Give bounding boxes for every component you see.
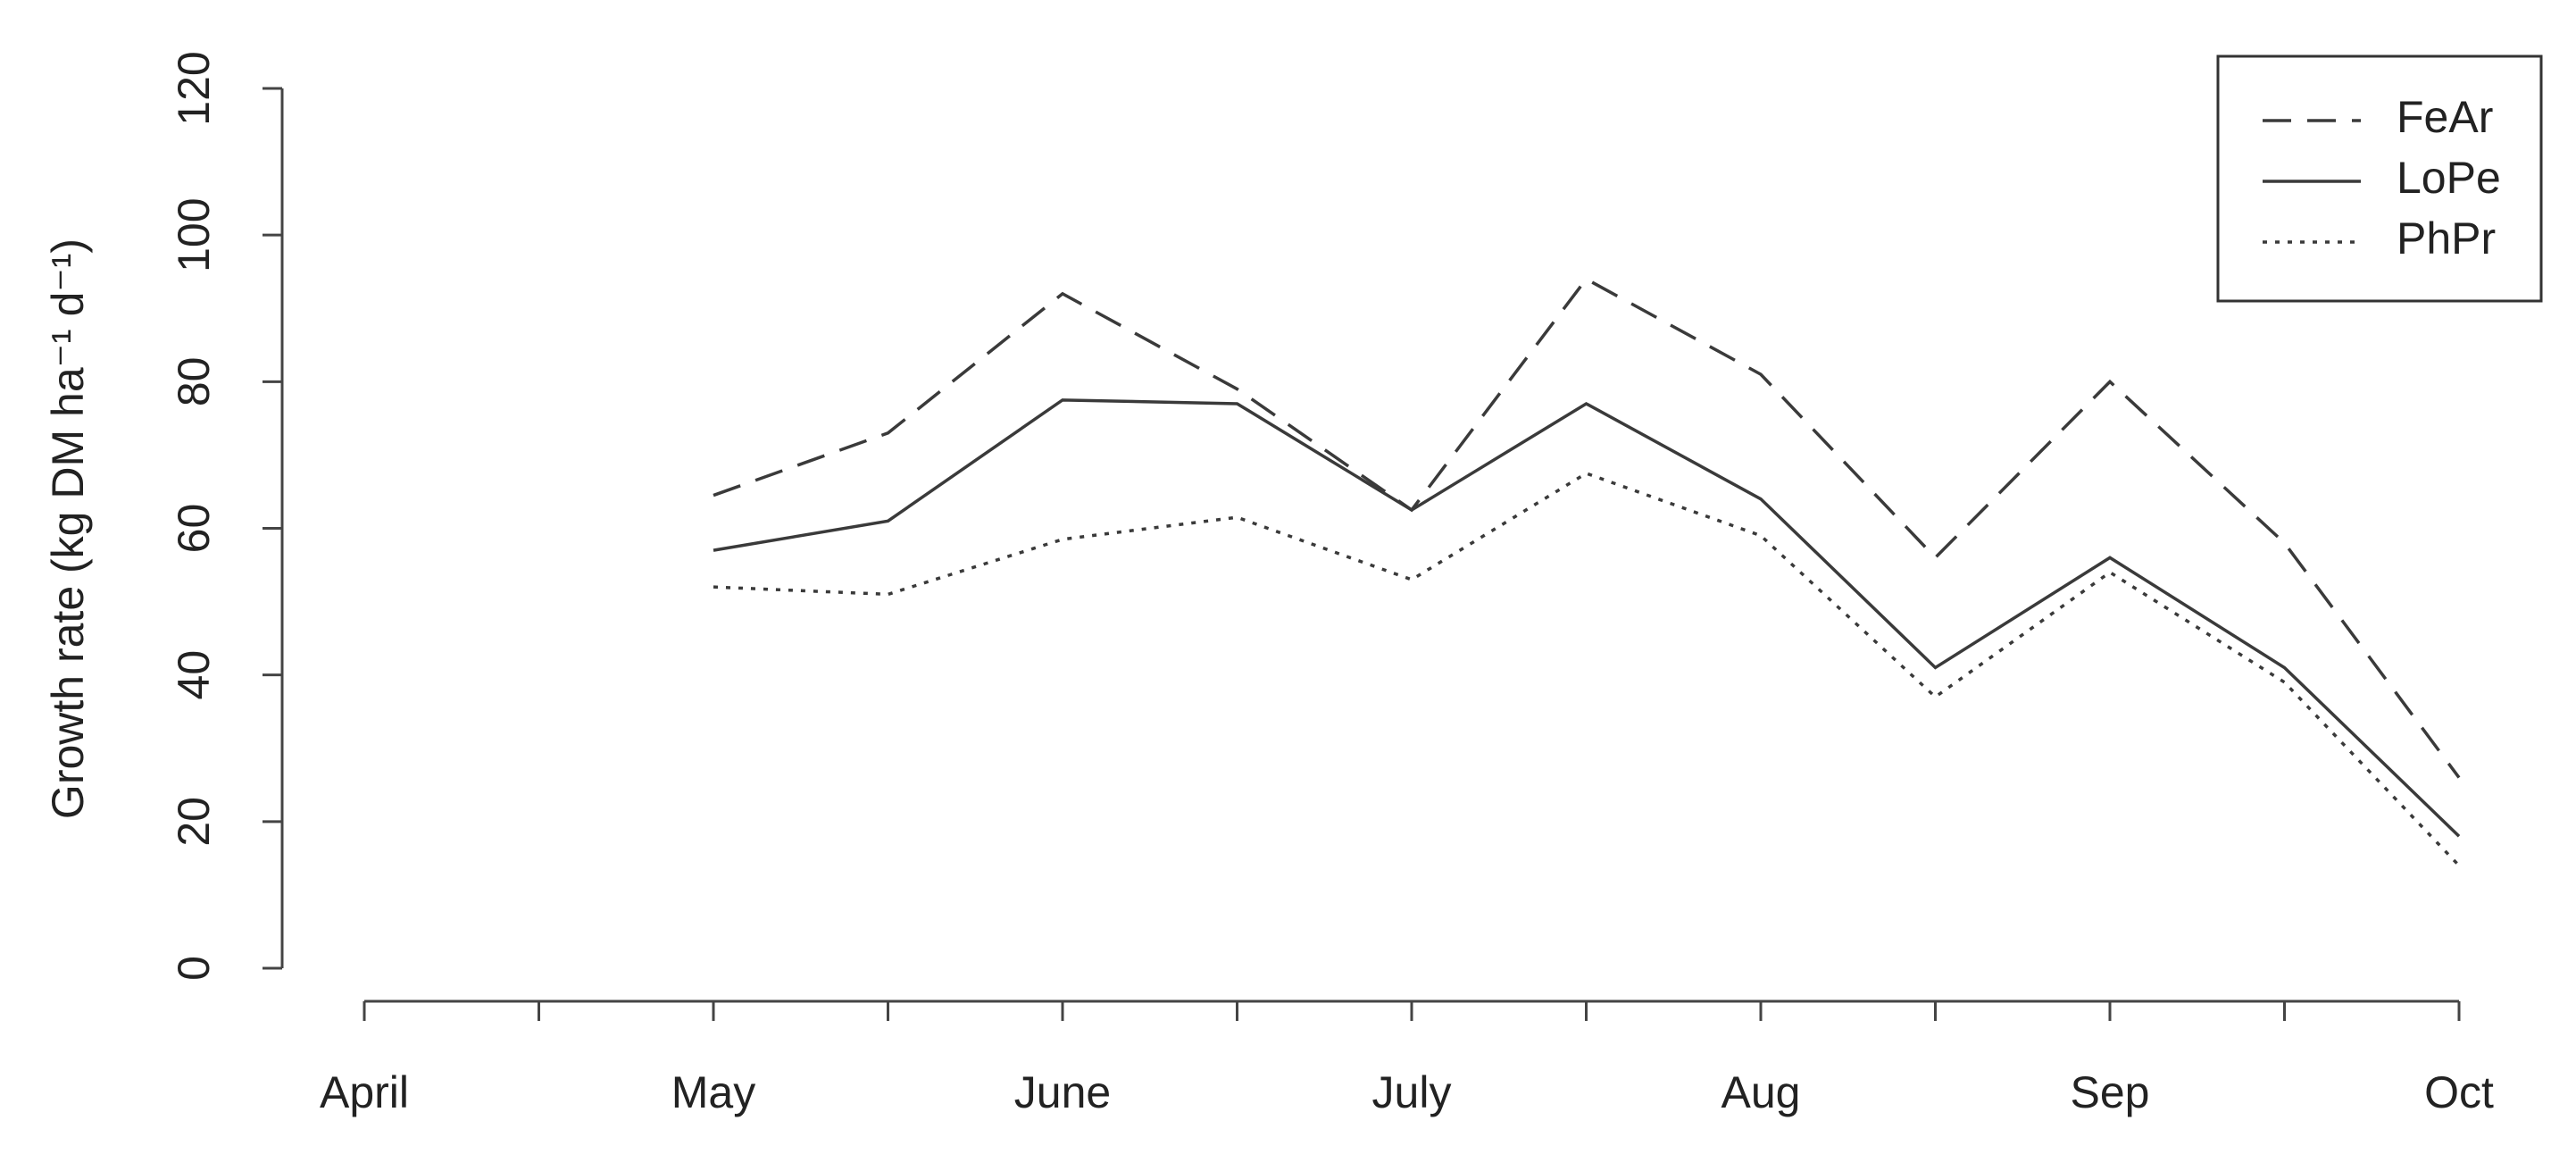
y-tick-label: 40 <box>169 650 219 700</box>
y-tick-label: 60 <box>169 504 219 554</box>
y-tick-label: 120 <box>169 51 219 125</box>
legend-label: FeAr <box>2397 92 2493 142</box>
legend-label: LoPe <box>2397 153 2501 203</box>
legend-label: PhPr <box>2397 213 2496 263</box>
x-tick-label: Aug <box>1722 1067 1801 1117</box>
x-tick-label: Sep <box>2071 1067 2150 1117</box>
series-line <box>713 398 2461 838</box>
x-tick-label: April <box>320 1067 409 1117</box>
x-tick-label: Oct <box>2424 1067 2494 1117</box>
y-tick-label: 80 <box>169 357 219 407</box>
y-tick-label: 100 <box>169 197 219 272</box>
legend-box <box>2216 54 2543 303</box>
y-axis-label: Growth rate (kg DM ha⁻¹ d⁻¹) <box>43 238 93 819</box>
x-tick-label: June <box>1014 1067 1111 1117</box>
x-tick-label: July <box>1372 1067 1452 1117</box>
series-line <box>713 277 2461 779</box>
y-tick-label: 0 <box>169 956 219 981</box>
y-tick-label: 20 <box>169 797 219 847</box>
series-line <box>713 472 2461 867</box>
x-tick-label: May <box>671 1067 755 1117</box>
